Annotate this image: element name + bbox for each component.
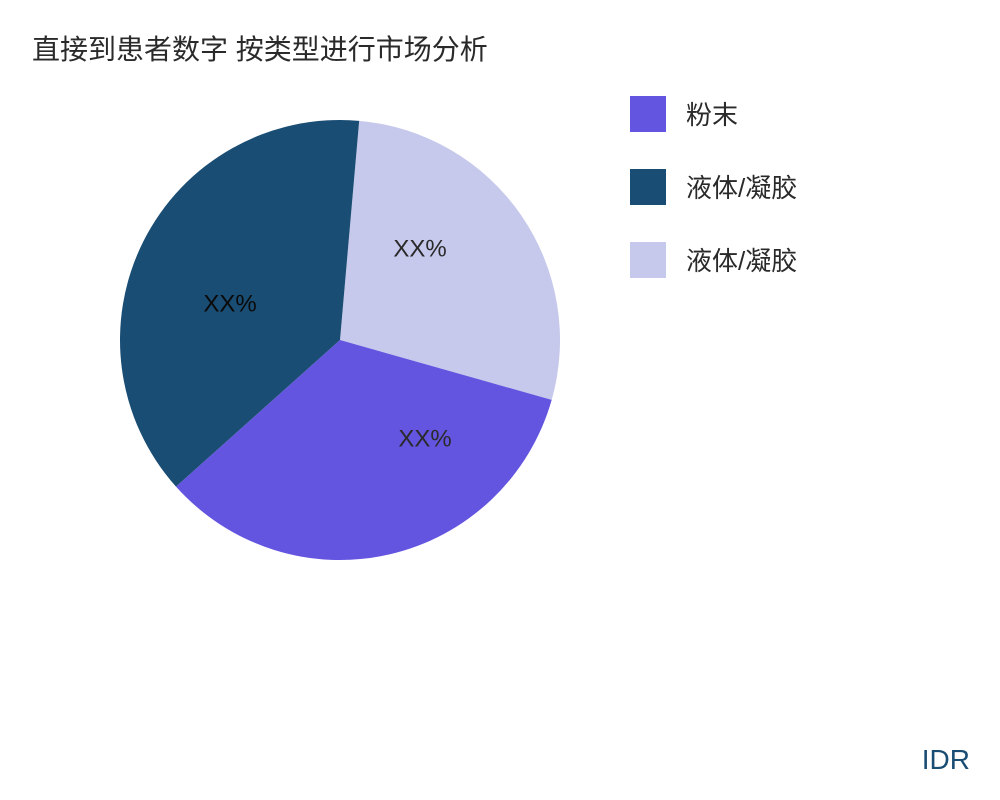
footer-label: IDR: [922, 744, 970, 776]
slice-label: XX%: [398, 425, 451, 452]
slice-label: XX%: [203, 290, 256, 317]
legend: 粉末液体/凝胶液体/凝胶: [630, 95, 797, 278]
legend-label: 液体/凝胶: [686, 168, 797, 205]
legend-swatch: [630, 96, 666, 132]
legend-item: 粉末: [630, 95, 797, 132]
legend-swatch: [630, 169, 666, 205]
legend-label: 液体/凝胶: [686, 241, 797, 278]
pie-chart: XX% XX% XX%: [100, 100, 580, 580]
slice-label: XX%: [393, 235, 446, 262]
legend-item: 液体/凝胶: [630, 168, 797, 205]
pie-svg: XX% XX% XX%: [100, 100, 580, 580]
legend-item: 液体/凝胶: [630, 241, 797, 278]
legend-label: 粉末: [686, 95, 738, 132]
legend-swatch: [630, 242, 666, 278]
chart-title: 直接到患者数字 按类型进行市场分析: [32, 28, 488, 68]
